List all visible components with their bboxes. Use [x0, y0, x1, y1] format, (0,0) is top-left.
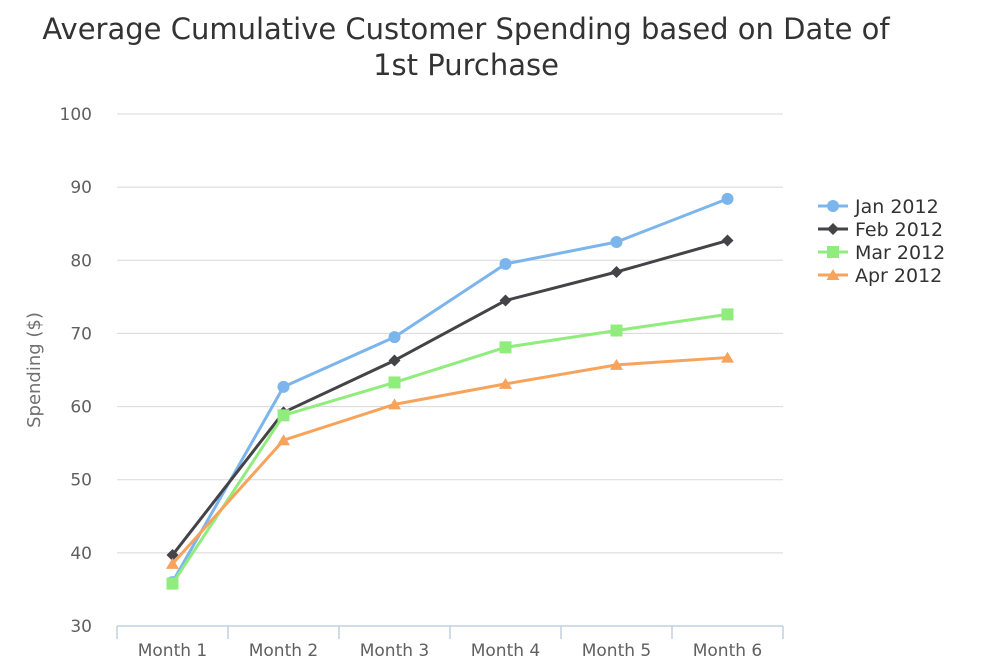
- data-point: [499, 341, 512, 354]
- data-point: [166, 577, 179, 590]
- series-0: [166, 192, 734, 589]
- data-point: [721, 308, 734, 321]
- legend-label: Mar 2012: [855, 242, 945, 264]
- legend-item[interactable]: Jan 2012: [818, 196, 939, 218]
- legend-label: Jan 2012: [854, 196, 939, 218]
- x-tick-label: Month 2: [249, 641, 319, 661]
- y-tick-label: 90: [70, 178, 92, 198]
- x-tick-label: Month 6: [693, 641, 763, 661]
- data-point: [610, 236, 623, 248]
- data-point: [610, 358, 623, 370]
- chart-title-line-1: Average Cumulative Customer Spending bas…: [42, 12, 890, 46]
- legend-marker: [827, 223, 839, 235]
- x-axis: Month 1 Month 2 Month 3 Month 4 Month 5 Month…: [116, 625, 784, 661]
- legend-marker: [826, 269, 840, 280]
- data-point: [499, 377, 512, 389]
- legend-label: Feb 2012: [855, 219, 943, 241]
- data-point: [277, 380, 290, 393]
- data-point: [388, 331, 401, 344]
- y-tick-label: 40: [70, 544, 92, 564]
- y-tick-label: 60: [70, 398, 92, 418]
- series-1: [166, 234, 734, 562]
- data-point: [721, 192, 734, 205]
- data-point: [721, 234, 734, 247]
- data-point: [721, 351, 734, 363]
- y-tick-label: 50: [70, 471, 92, 491]
- series-line: [171, 197, 729, 584]
- x-tick-label: Month 5: [582, 641, 652, 661]
- x-tick-label: Month 3: [360, 641, 430, 661]
- legend-marker: [827, 246, 839, 258]
- data-point: [499, 257, 512, 270]
- legend-item[interactable]: Mar 2012: [818, 242, 945, 264]
- y-tick-label: 100: [60, 105, 92, 125]
- series-line: [171, 312, 729, 586]
- data-point: [388, 354, 401, 367]
- legend-marker: [827, 200, 839, 212]
- data-point: [277, 409, 290, 422]
- data-point: [166, 549, 179, 562]
- y-axis-title: Spending ($): [24, 312, 45, 428]
- series-3: [166, 351, 734, 569]
- y-tick-label: 70: [70, 324, 92, 344]
- series-lines: [166, 192, 734, 590]
- series-line: [171, 239, 729, 557]
- data-point: [610, 324, 623, 337]
- data-point: [277, 434, 290, 446]
- chart-title-line-2: 1st Purchase: [373, 48, 559, 82]
- gridlines: [117, 113, 783, 554]
- data-point: [166, 557, 179, 569]
- legend-label: Apr 2012: [855, 265, 942, 287]
- x-tick-label: Month 4: [471, 641, 541, 661]
- legend-item[interactable]: Feb 2012: [818, 219, 943, 241]
- series-line: [171, 356, 729, 566]
- y-tick-label: 30: [70, 617, 92, 637]
- legend-item[interactable]: Apr 2012: [818, 265, 942, 287]
- y-tick-label: 80: [70, 251, 92, 271]
- series-2: [166, 308, 734, 590]
- x-tick-label: Month 1: [138, 641, 208, 661]
- data-point: [610, 265, 623, 278]
- data-point: [388, 376, 401, 389]
- data-point: [388, 398, 401, 410]
- y-axis-ticks: 30 40 50 60 70 80 90 100: [60, 105, 92, 637]
- data-point: [499, 294, 512, 307]
